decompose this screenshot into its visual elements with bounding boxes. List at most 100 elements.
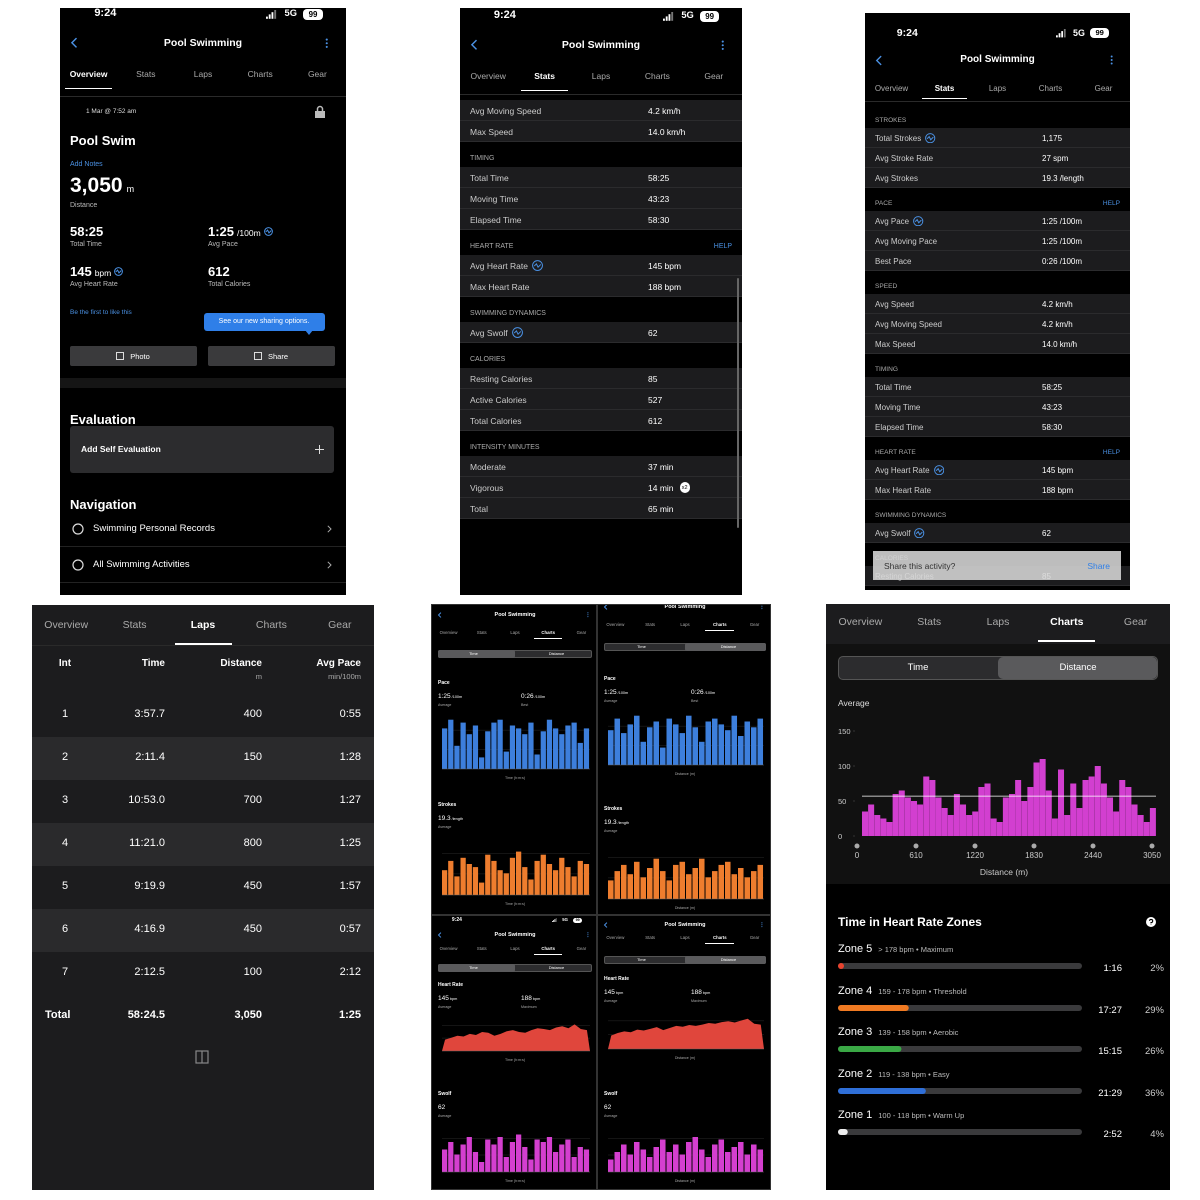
toggle-label[interactable]: Distance — [720, 643, 737, 649]
tab[interactable]: Overview — [44, 618, 89, 631]
tab[interactable]: Charts — [1038, 84, 1063, 94]
toast-action[interactable]: Share — [1087, 560, 1110, 571]
tab[interactable]: Gear — [328, 618, 352, 631]
tab[interactable]: Overview — [69, 68, 108, 79]
tab[interactable]: Laps — [591, 70, 611, 81]
toggle-label[interactable]: Time — [907, 662, 929, 674]
tab[interactable]: Charts — [644, 70, 670, 81]
plus-icon — [315, 445, 324, 454]
like-link[interactable]: Be the first to like this — [70, 309, 132, 317]
lap-cell: 100 — [243, 966, 262, 979]
tab[interactable]: Charts — [712, 622, 727, 628]
bar — [528, 879, 534, 895]
tab[interactable]: Gear — [576, 630, 587, 636]
bar — [718, 864, 725, 899]
toggle-label[interactable]: Time — [469, 964, 478, 970]
stat-value: 527 — [648, 389, 662, 410]
tab[interactable]: Overview — [606, 935, 625, 941]
tab[interactable]: Laps — [680, 622, 690, 628]
tab[interactable]: Charts — [1050, 615, 1084, 628]
tab[interactable]: Laps — [680, 935, 690, 941]
battery-level: 99 — [705, 11, 714, 21]
nav-row[interactable] — [60, 511, 346, 547]
tab[interactable]: Laps — [193, 68, 213, 79]
summary-stat: 612 — [208, 264, 230, 279]
tab[interactable]: Stats — [534, 70, 555, 81]
tab[interactable]: Gear — [576, 946, 587, 952]
tab[interactable]: Gear — [749, 935, 760, 941]
action-button[interactable] — [70, 346, 197, 366]
nav-label[interactable]: All Swimming Activities — [93, 559, 190, 571]
tab[interactable]: Charts — [541, 946, 555, 952]
bar — [699, 1149, 705, 1172]
evaluation-card[interactable] — [70, 426, 334, 473]
tab[interactable]: Laps — [988, 84, 1007, 94]
label-text: Avg Moving Speed — [470, 105, 542, 116]
tab[interactable]: Overview — [838, 615, 883, 628]
stat-label: Avg Pace — [875, 211, 924, 231]
bar — [966, 815, 973, 836]
tab[interactable]: Charts — [247, 68, 273, 79]
icon-ring — [532, 260, 543, 271]
value-text: 188 bpm — [648, 281, 682, 292]
info-icon — [263, 227, 273, 236]
bar — [509, 725, 516, 769]
more-menu — [325, 38, 328, 48]
nav-label[interactable]: Swimming Personal Records — [93, 523, 215, 535]
zone-bar — [838, 1004, 1082, 1011]
tab[interactable]: Gear — [1123, 615, 1148, 628]
tab[interactable]: Gear — [749, 622, 760, 628]
tab[interactable]: Laps — [986, 615, 1010, 628]
help-link[interactable]: HELP — [713, 243, 732, 251]
help-link[interactable]: HELP — [1102, 200, 1120, 208]
tab[interactable]: Stats — [934, 84, 955, 94]
bar — [491, 860, 497, 895]
tab[interactable]: Charts — [712, 935, 727, 941]
tab[interactable]: Stats — [476, 630, 487, 636]
toggle-label[interactable]: Distance — [1059, 662, 1097, 674]
tab[interactable]: Overview — [439, 946, 458, 952]
help-link[interactable]: HELP — [1102, 449, 1120, 457]
tab[interactable]: Laps — [190, 618, 216, 631]
mini-stat-unit: /length — [617, 821, 630, 825]
network: 5G — [562, 917, 568, 923]
toggle-label[interactable]: Time — [637, 956, 646, 962]
tab[interactable]: Overview — [606, 622, 625, 628]
lap-row — [32, 951, 374, 995]
tab[interactable]: Overview — [470, 70, 506, 81]
label-text: Total Strokes — [875, 133, 922, 143]
toggle-active — [438, 650, 515, 658]
tab[interactable]: Charts — [541, 630, 555, 636]
tab[interactable]: Gear — [307, 68, 327, 79]
action-button[interactable] — [208, 346, 335, 366]
tab[interactable]: Laps — [510, 630, 520, 636]
summary-stat: 58:25 — [70, 224, 103, 239]
tab[interactable]: Stats — [645, 935, 656, 941]
tab[interactable]: Gear — [704, 70, 724, 81]
toggle-label[interactable]: Distance — [548, 964, 565, 970]
stat-value: 0:26 /100m — [1042, 251, 1082, 271]
tab[interactable]: Overview — [874, 84, 909, 94]
mini-stat-label: Average — [604, 828, 618, 833]
tab[interactable]: Charts — [255, 618, 287, 631]
lap-cell: 10:53.0 — [128, 794, 165, 807]
add-notes[interactable]: Add Notes — [70, 160, 103, 168]
toggle-label[interactable]: Time — [469, 650, 478, 656]
stat-label: Total Strokes — [875, 128, 936, 148]
tab[interactable]: Stats — [122, 618, 147, 631]
tab[interactable]: Stats — [476, 946, 487, 952]
tab[interactable]: Overview — [439, 630, 458, 636]
tab[interactable]: Stats — [136, 68, 156, 79]
tab[interactable]: Stats — [645, 622, 656, 628]
tab[interactable]: Gear — [1094, 84, 1113, 94]
toggle-label[interactable]: Time — [637, 643, 646, 649]
tab[interactable]: Laps — [510, 946, 520, 952]
toggle-label[interactable]: Distance — [548, 650, 565, 656]
signal-bar — [271, 11, 274, 19]
tab[interactable]: Stats — [917, 615, 942, 628]
label-text: Avg Swolf — [875, 528, 911, 538]
nav-row[interactable] — [60, 547, 346, 583]
stat-label: Avg Strokes — [875, 168, 918, 188]
toggle-label[interactable]: Distance — [720, 956, 737, 962]
bar — [634, 861, 640, 899]
